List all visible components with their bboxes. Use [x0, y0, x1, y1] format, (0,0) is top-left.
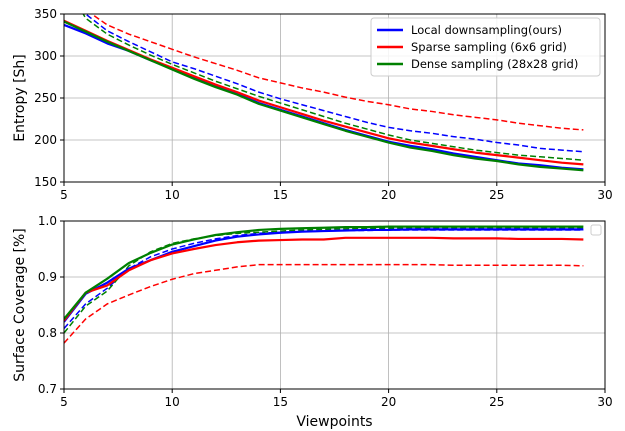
- dashed-series-line: [82, 14, 584, 161]
- y-tick-label: 200: [34, 133, 57, 147]
- series-group: [64, 14, 584, 172]
- x-tick-label: 30: [597, 395, 612, 409]
- x-tick-label: 10: [165, 188, 180, 202]
- y-tick-label: 0.8: [38, 326, 57, 340]
- dashed-series-line: [84, 14, 584, 153]
- solid-series-line: [64, 225, 584, 320]
- axes-frame: [63, 220, 606, 390]
- x-tick-label: 20: [381, 188, 396, 202]
- x-tick-label: 25: [489, 395, 504, 409]
- y-tick-label: 250: [34, 91, 57, 105]
- entropy-subplot: 5 10 15 20 25 30 150 200 250 300 350 Entropy [Sh] Lo…: [12, 7, 613, 202]
- legend-box: [590, 224, 602, 236]
- legend-label: Local downsampling(ours): [411, 23, 562, 37]
- dashed-series-line: [64, 263, 584, 344]
- x-tick-label: 10: [165, 395, 180, 409]
- y-tick-label: 0.9: [38, 270, 57, 284]
- x-axis-label: Viewpoints: [296, 414, 372, 430]
- dashed-series-line: [64, 227, 584, 334]
- x-tick-label: 20: [381, 395, 396, 409]
- y-tick-label: 150: [34, 175, 57, 189]
- y-axis-label: Surface Coverage [%]: [12, 228, 28, 382]
- solid-series-line: [64, 20, 584, 172]
- x-tick-label: 15: [273, 395, 288, 409]
- dashed-series-line: [90, 14, 584, 131]
- series-group: [64, 225, 584, 344]
- solid-series-line: [64, 228, 584, 323]
- dashed-series-line: [64, 229, 584, 330]
- y-tick-label: 1.0: [38, 214, 57, 228]
- coverage-subplot: 5 10 15 20 25 30 0.7 0.8 0.9 1.0 Surface Coverage …: [12, 214, 613, 430]
- legend-box: [370, 17, 601, 77]
- y-axis-label: Entropy [Sh]: [12, 54, 28, 142]
- y-tick-label: 0.7: [38, 382, 57, 396]
- legend-label: Sparse sampling (6x6 grid): [411, 40, 567, 54]
- x-tick-label: 25: [489, 188, 504, 202]
- x-tick-label: 15: [273, 188, 288, 202]
- x-tick-label: 30: [597, 188, 612, 202]
- x-tick-label: 5: [60, 188, 68, 202]
- solid-series-line: [64, 236, 584, 322]
- y-tick-label: 300: [34, 49, 57, 63]
- y-tick-label: 350: [34, 7, 57, 21]
- x-tick-label: 5: [60, 395, 68, 409]
- legend-label: Dense sampling (28x28 grid): [411, 57, 578, 71]
